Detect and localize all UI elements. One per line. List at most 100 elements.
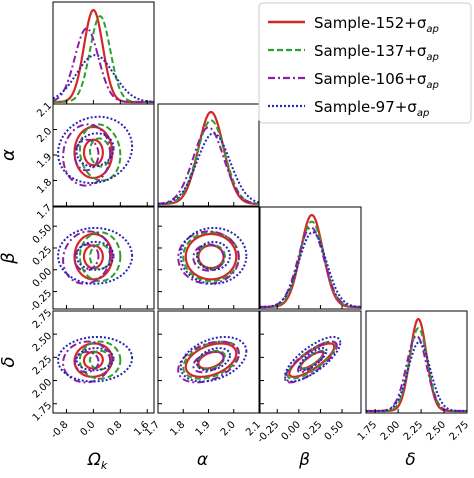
- panel-alpha-delta: [157, 310, 260, 414]
- contour-omega_k-beta-series-1-1sigma: [89, 243, 112, 270]
- panel-curves: [158, 110, 259, 206]
- panel-frame: [259, 310, 362, 414]
- panel-delta-delta: [365, 310, 468, 414]
- x-axis-label-alpha: α: [197, 450, 208, 470]
- panel-omega_k-alpha: [52, 103, 155, 207]
- legend-label-sub: ap: [417, 108, 429, 119]
- marginal-curve-beta-series-1: [260, 220, 361, 308]
- panel-curves: [57, 226, 134, 285]
- panel-curves: [177, 335, 248, 384]
- contour-omega_k-alpha-series-1-2sigma: [78, 123, 122, 182]
- contour-alpha-delta-series-2-1sigma: [192, 350, 225, 374]
- panel-beta-beta: [259, 206, 362, 310]
- contour-alpha-beta-series-3-1sigma: [196, 240, 231, 271]
- legend-label-3: Sample-97+σap: [314, 98, 429, 119]
- contour-omega_k-beta-series-0-1sigma: [82, 244, 104, 270]
- legend-label-0: Sample-152+σap: [314, 14, 439, 35]
- x-tick-label-alpha-2: 1.9: [194, 419, 213, 438]
- contour-alpha-beta-series-0-2sigma: [184, 232, 238, 281]
- contour-omega_k-alpha-series-2-2sigma: [62, 123, 112, 187]
- y-tick-label-alpha-1: 1.8: [35, 177, 54, 196]
- legend-label-2: Sample-106+σap: [314, 70, 439, 91]
- panel-frame: [157, 310, 260, 414]
- marginal-curve-alpha-series-1: [158, 119, 259, 205]
- y-tick-label-alpha-0: 1.7: [35, 202, 54, 221]
- x-tick-label-omega_k-1: 0.0: [78, 419, 97, 438]
- y-tick-label-alpha-3: 2.0: [35, 126, 54, 145]
- panel-curves: [260, 213, 361, 309]
- contour-alpha-delta-series-3-2sigma: [179, 335, 248, 383]
- contour-omega_k-delta-series-1-2sigma: [78, 340, 122, 380]
- contour-omega_k-alpha-series-0-2sigma: [73, 125, 114, 180]
- contour-alpha-delta-series-3-1sigma: [196, 347, 231, 372]
- panel-omega_k-delta: [52, 310, 155, 414]
- panel-omega_k-omega_k: [52, 1, 155, 105]
- contour-omega_k-delta-series-0-1sigma: [82, 350, 104, 370]
- x-tick-label-delta-3: 2.50: [425, 419, 449, 443]
- contour-omega_k-delta-series-2-1sigma: [73, 350, 100, 374]
- contour-alpha-delta-series-0-2sigma: [184, 342, 238, 378]
- y-tick-label-beta-3: 0.50: [31, 223, 55, 247]
- marginal-curve-delta-series-0: [366, 317, 467, 413]
- x-tick-label-beta-2: 0.25: [301, 419, 325, 443]
- x-axis-label-sub: k: [101, 459, 108, 472]
- panel-omega_k-beta: [52, 206, 155, 310]
- y-tick-label-delta-0: 1.75: [31, 400, 55, 424]
- panel-curves: [53, 8, 154, 104]
- panel-alpha-beta: [157, 206, 260, 310]
- marginal-curve-omega_k-series-1: [53, 15, 154, 103]
- contour-beta-delta-series-2-1sigma: [296, 350, 325, 374]
- contour-beta-delta-series-0-2sigma: [288, 342, 336, 378]
- y-axis-label-alpha: α: [0, 149, 19, 161]
- panel-curves: [57, 115, 134, 187]
- panel-frame: [365, 310, 468, 414]
- contour-omega_k-beta-series-2-2sigma: [62, 230, 112, 285]
- y-tick-label-delta-1: 2.00: [31, 377, 55, 401]
- marginal-curve-delta-series-3: [366, 340, 467, 412]
- legend-label-sub: ap: [426, 24, 438, 35]
- x-tick-label-omega_k-0: -0.8: [49, 419, 71, 441]
- x-tick-label-alpha-3: 2.0: [219, 419, 238, 438]
- marginal-curve-delta-series-2: [366, 334, 467, 412]
- legend-label-sub: ap: [426, 52, 438, 63]
- marginal-curve-alpha-series-3: [158, 132, 259, 205]
- panel-curves: [177, 226, 248, 285]
- y-tick-label-beta-2: 0.25: [31, 244, 55, 268]
- panel-frame: [52, 310, 155, 414]
- legend: Sample-152+σap Sample-137+σap Sample-106+σ…: [258, 2, 472, 124]
- contour-omega_k-delta-series-2-2sigma: [62, 340, 112, 384]
- marginal-curve-delta-series-1: [366, 327, 467, 412]
- contour-omega_k-delta-series-3-1sigma: [75, 347, 115, 372]
- marginal-curve-omega_k-series-2: [53, 27, 154, 103]
- x-tick-label-omega_k-2: 0.8: [105, 419, 124, 438]
- contour-omega_k-alpha-series-2-1sigma: [73, 138, 100, 172]
- y-tick-label-delta-2: 2.25: [31, 354, 55, 378]
- contour-beta-delta-series-3-1sigma: [297, 347, 328, 372]
- panel-frame: [157, 103, 260, 207]
- marginal-curve-beta-series-0: [260, 213, 361, 309]
- x-tick-label-delta-4: 2.75: [448, 419, 472, 443]
- contour-omega_k-beta-series-3-2sigma: [57, 226, 134, 285]
- contour-alpha-delta-series-2-2sigma: [177, 340, 240, 384]
- marginal-curve-beta-series-2: [260, 226, 361, 308]
- x-tick-label-delta-1: 2.00: [379, 419, 403, 443]
- contour-beta-delta-series-3-2sigma: [284, 335, 342, 383]
- x-axis-label-delta: δ: [405, 450, 415, 470]
- contour-omega_k-beta-series-2-1sigma: [73, 243, 100, 272]
- y-tick-label-beta-1: 0.00: [31, 266, 55, 290]
- legend-label-sub: ap: [426, 80, 438, 91]
- contour-omega_k-alpha-series-3-1sigma: [75, 132, 115, 168]
- x-tick-label-alpha-1: 1.8: [168, 419, 187, 438]
- contour-alpha-beta-series-3-2sigma: [179, 226, 248, 285]
- panel-frame: [52, 206, 155, 310]
- x-tick-label-beta-1: 0.00: [279, 419, 303, 443]
- x-axis-label-beta: β: [298, 450, 310, 470]
- x-tick-label-delta-0: 1.75: [356, 419, 380, 443]
- contour-omega_k-delta-series-3-2sigma: [57, 335, 134, 383]
- y-tick-label-beta-0: -0.25: [28, 288, 54, 314]
- panel-frame: [157, 206, 260, 310]
- x-axis-label-omega_k: Ωk: [87, 450, 108, 472]
- y-axis-label-beta: β: [0, 252, 19, 265]
